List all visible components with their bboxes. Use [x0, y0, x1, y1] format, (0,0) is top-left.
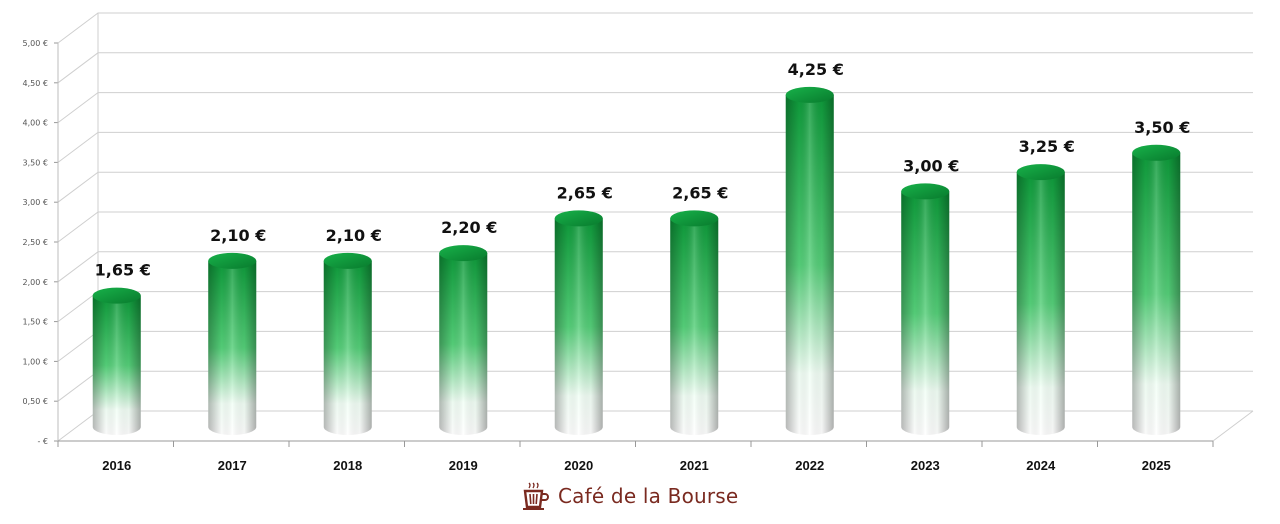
x-tick-label: 2024 [1026, 458, 1056, 473]
axes [54, 13, 1254, 447]
y-axis-ticks: - € 0,50 € 1,00 € 1,50 € 2,00 € 2,50 € 3,00 € 3… [23, 39, 48, 446]
bar [439, 245, 488, 435]
x-tick-label: 2019 [449, 458, 478, 473]
bar [208, 252, 257, 435]
gridline [57, 171, 1253, 203]
bar [554, 210, 603, 435]
x-tick-label: 2016 [102, 458, 131, 473]
x-tick-label: 2020 [564, 458, 593, 473]
x-tick-label: 2023 [911, 458, 940, 473]
bar [323, 252, 372, 435]
x-tick-label: 2025 [1142, 458, 1171, 473]
x-tick-label: 2017 [218, 458, 247, 473]
y-tick-label: 2,50 € [23, 238, 48, 247]
x-axis-ticks: 2016 2017 2018 2019 2020 2021 2022 2023 2024 2025 [102, 458, 1170, 473]
y-tick-label: 4,00 € [23, 119, 48, 128]
x-tick-label: 2021 [680, 458, 709, 473]
bars [92, 86, 1181, 436]
x-tick-label: 2018 [333, 458, 362, 473]
brand-logo: Café de la Bourse [520, 480, 738, 512]
bar [1016, 164, 1065, 435]
data-label: 1,65 € [95, 261, 151, 280]
data-labels: 1,65 € 2,10 € 2,10 € 2,20 € 2,65 € 2,65 € 4,25… [95, 60, 1191, 280]
y-tick-label: 3,50 € [23, 158, 48, 167]
bar [785, 86, 834, 436]
y-tick-label: 1,00 € [23, 357, 48, 366]
data-label: 3,25 € [1019, 137, 1075, 156]
bar [1132, 144, 1181, 436]
data-label: 2,10 € [210, 226, 266, 245]
y-tick-label: 1,50 € [23, 318, 48, 327]
data-label: 4,25 € [788, 60, 844, 79]
y-tick-label: - € [37, 437, 48, 446]
data-label: 3,00 € [903, 156, 959, 175]
gridline [57, 92, 1253, 123]
bar [670, 210, 719, 435]
y-tick-label: 2,00 € [23, 278, 48, 287]
data-label: 2,65 € [672, 183, 728, 202]
coffee-cup-icon [523, 482, 549, 510]
data-label: 2,20 € [441, 218, 497, 237]
bar [901, 183, 950, 435]
y-tick-label: 4,50 € [23, 79, 48, 88]
brand-name: Café de la Bourse [558, 484, 739, 508]
bar [92, 287, 141, 435]
y-tick-label: 0,50 € [23, 397, 48, 406]
data-label: 2,10 € [326, 226, 382, 245]
x-tick-label: 2022 [795, 458, 824, 473]
floor-right-edge [1212, 410, 1254, 442]
y-tick-label: 3,00 € [23, 198, 48, 207]
data-label: 2,65 € [557, 183, 613, 202]
y-tick-label: 5,00 € [23, 39, 48, 48]
gridline [57, 12, 1253, 44]
data-label: 3,50 € [1134, 118, 1190, 137]
gridline [57, 52, 1253, 84]
